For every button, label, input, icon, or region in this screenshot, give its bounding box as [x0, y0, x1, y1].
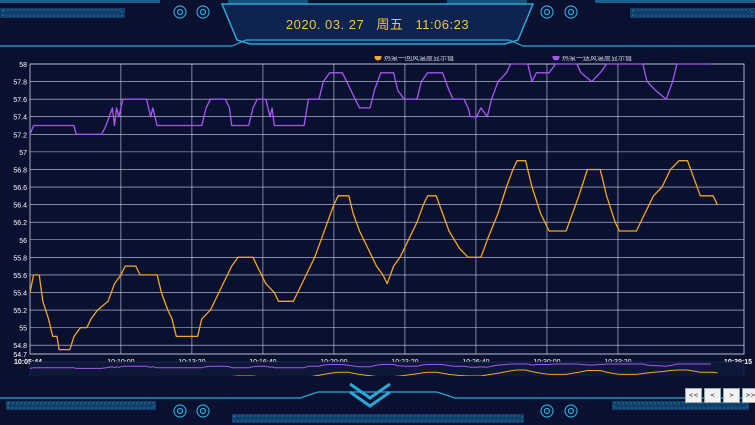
- pagination-buttons: << < > >>: [685, 388, 755, 403]
- overview-track[interactable]: [29, 361, 745, 376]
- y-tick-label: 57.4: [13, 115, 27, 122]
- chart-series: [29, 63, 718, 351]
- y-tick-label: 58: [19, 62, 27, 69]
- y-tick-label: 57.2: [13, 132, 27, 139]
- bottom-left-decor: [6, 401, 524, 423]
- series-line-2: [29, 63, 711, 135]
- first-page-button[interactable]: <<: [685, 388, 702, 403]
- y-tick-label: 55: [19, 326, 27, 333]
- top-right-gear-icons: [540, 5, 578, 19]
- y-tick-label: 55.4: [13, 290, 27, 297]
- y-tick-label: 57.8: [13, 80, 27, 87]
- y-tick-label: 55.8: [13, 255, 27, 262]
- y-tick-label: 55.6: [13, 273, 27, 280]
- last-page-button[interactable]: >>: [742, 388, 755, 403]
- overview-line-2: [29, 363, 711, 369]
- y-axis-ticks: 58 57.8 57.6 57.4 57.2 57 56.8 56.6 56.4 56.2 56 55…: [13, 62, 27, 359]
- header-panel: [220, 3, 535, 45]
- top-left-gear-icons: [173, 5, 210, 19]
- legend-marker-2: [552, 56, 560, 61]
- plot-area-border: [29, 63, 745, 355]
- x-tick-label: 10:05:44: [14, 359, 42, 366]
- overview-line-1: [125, 369, 718, 376]
- header-date: 2020. 03. 27: [285, 17, 365, 32]
- y-tick-label: 54.7: [13, 352, 27, 359]
- collapse-down-arrow-icon[interactable]: [346, 380, 394, 410]
- y-tick-label: 56.6: [13, 185, 27, 192]
- header-clock: 2020. 03. 27 周五 11:06:23: [252, 14, 503, 33]
- y-tick-label: 56: [19, 238, 27, 245]
- y-tick-label: 55.2: [13, 308, 27, 315]
- next-page-button[interactable]: >: [723, 388, 740, 403]
- y-tick-label: 56.4: [13, 203, 27, 210]
- chart-legend: 热泵一回风温度显示值 热泵一送风温度显示值: [374, 56, 632, 62]
- series-line-1: [29, 160, 718, 351]
- legend-label-2[interactable]: 热泵一送风温度显示值: [562, 56, 632, 62]
- header-time: 11:06:23: [415, 17, 470, 32]
- chart-grid: [29, 63, 745, 355]
- y-tick-label: 54.8: [13, 343, 27, 350]
- y-tick-label: 56.8: [13, 167, 27, 174]
- overview-slider[interactable]: [29, 361, 745, 376]
- temperature-line-chart: 热泵一回风温度显示值 热泵一送风温度显示值 5857.857.657.457.25…: [13, 56, 752, 376]
- bottom-left-gear-icons: [173, 404, 210, 418]
- y-tick-label: 56.2: [13, 220, 27, 227]
- bottom-right-gear-icons: [540, 404, 578, 418]
- prev-page-button[interactable]: <: [704, 388, 721, 403]
- y-tick-label: 57: [19, 150, 27, 157]
- bottom-right-decor: [612, 401, 749, 410]
- header-weekday: 周五: [376, 17, 404, 32]
- legend-label-1[interactable]: 热泵一回风温度显示值: [384, 56, 454, 62]
- legend-marker-1: [374, 56, 382, 61]
- y-tick-label: 57.6: [13, 97, 27, 104]
